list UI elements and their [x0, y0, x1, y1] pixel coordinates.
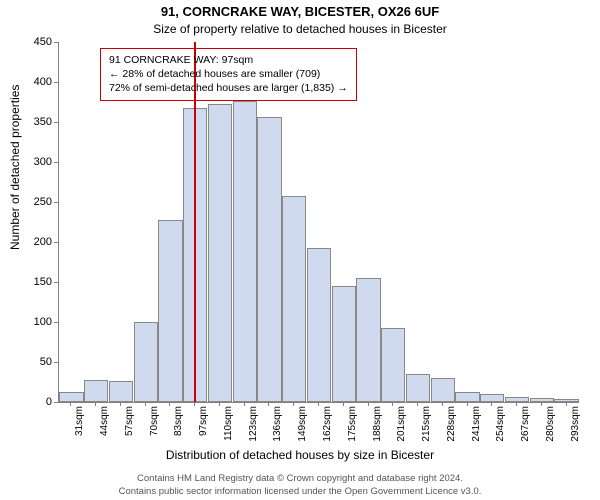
xtick-mark: [244, 402, 245, 406]
x-axis-label: Distribution of detached houses by size …: [0, 448, 600, 462]
ytick-label: 200: [22, 236, 52, 248]
histogram-bar: [530, 398, 554, 402]
xtick-mark: [318, 402, 319, 406]
xtick-label: 149sqm: [297, 406, 308, 442]
ytick-label: 100: [22, 316, 52, 328]
histogram-bar: [257, 117, 281, 402]
ytick-label: 300: [22, 156, 52, 168]
ytick-mark: [54, 202, 58, 203]
xtick-mark: [417, 402, 418, 406]
xtick-label: 175sqm: [347, 406, 358, 442]
chart-container: 91, CORNCRAKE WAY, BICESTER, OX26 6UF Si…: [0, 0, 600, 500]
y-axis-label: Number of detached properties: [8, 85, 22, 250]
histogram-bar: [455, 392, 479, 402]
histogram-bar: [554, 399, 578, 402]
annotation-box: 91 CORNCRAKE WAY: 97sqm← 28% of detached…: [100, 48, 357, 101]
xtick-mark: [343, 402, 344, 406]
xtick-mark: [219, 402, 220, 406]
xtick-mark: [268, 402, 269, 406]
ytick-mark: [54, 122, 58, 123]
xtick-label: 280sqm: [545, 406, 556, 442]
histogram-bar: [282, 196, 306, 402]
footer-line2: Contains public sector information licen…: [0, 486, 600, 498]
xtick-label: 31sqm: [74, 406, 85, 436]
annotation-line: 91 CORNCRAKE WAY: 97sqm: [109, 53, 348, 67]
xtick-mark: [392, 402, 393, 406]
histogram-bar: [109, 381, 133, 402]
xtick-mark: [95, 402, 96, 406]
ytick-mark: [54, 242, 58, 243]
title-sub: Size of property relative to detached ho…: [0, 22, 600, 36]
histogram-bar: [84, 380, 108, 402]
ytick-mark: [54, 162, 58, 163]
ytick-mark: [54, 362, 58, 363]
xtick-label: 57sqm: [124, 406, 135, 436]
histogram-bar: [158, 220, 182, 402]
ytick-mark: [54, 322, 58, 323]
xtick-label: 136sqm: [272, 406, 283, 442]
histogram-bar: [480, 394, 504, 402]
histogram-bar: [134, 322, 158, 402]
xtick-mark: [293, 402, 294, 406]
histogram-bar: [59, 392, 83, 402]
xtick-label: 293sqm: [570, 406, 581, 442]
xtick-mark: [70, 402, 71, 406]
xtick-label: 70sqm: [149, 406, 160, 436]
ytick-label: 50: [22, 356, 52, 368]
ytick-label: 150: [22, 276, 52, 288]
xtick-label: 228sqm: [446, 406, 457, 442]
footer: Contains HM Land Registry data © Crown c…: [0, 473, 600, 498]
xtick-mark: [368, 402, 369, 406]
xtick-mark: [442, 402, 443, 406]
histogram-bar: [406, 374, 430, 402]
xtick-label: 241sqm: [471, 406, 482, 442]
xtick-label: 97sqm: [198, 406, 209, 436]
ytick-mark: [54, 402, 58, 403]
xtick-mark: [566, 402, 567, 406]
plot-area: 05010015020025030035040045031sqm44sqm57s…: [58, 42, 578, 402]
xtick-mark: [194, 402, 195, 406]
histogram-bar: [381, 328, 405, 402]
histogram-bar: [233, 101, 257, 402]
xtick-mark: [145, 402, 146, 406]
xtick-mark: [169, 402, 170, 406]
xtick-label: 267sqm: [520, 406, 531, 442]
ytick-label: 400: [22, 76, 52, 88]
histogram-bar: [356, 278, 380, 402]
annotation-line: ← 28% of detached houses are smaller (70…: [109, 67, 348, 81]
annotation-line: 72% of semi-detached houses are larger (…: [109, 81, 348, 95]
xtick-label: 162sqm: [322, 406, 333, 442]
ytick-label: 450: [22, 36, 52, 48]
ytick-mark: [54, 282, 58, 283]
ytick-label: 0: [22, 396, 52, 408]
ytick-mark: [54, 42, 58, 43]
xtick-mark: [467, 402, 468, 406]
xtick-mark: [516, 402, 517, 406]
xtick-label: 215sqm: [421, 406, 432, 442]
xtick-mark: [120, 402, 121, 406]
xtick-label: 254sqm: [495, 406, 506, 442]
xtick-label: 188sqm: [372, 406, 383, 442]
xtick-label: 201sqm: [396, 406, 407, 442]
footer-line1: Contains HM Land Registry data © Crown c…: [0, 473, 600, 485]
xtick-mark: [541, 402, 542, 406]
histogram-bar: [208, 104, 232, 402]
xtick-label: 44sqm: [99, 406, 110, 436]
ytick-mark: [54, 82, 58, 83]
xtick-label: 83sqm: [173, 406, 184, 436]
histogram-bar: [307, 248, 331, 402]
ytick-label: 250: [22, 196, 52, 208]
histogram-bar: [332, 286, 356, 402]
xtick-label: 110sqm: [223, 406, 234, 441]
ytick-label: 350: [22, 116, 52, 128]
xtick-label: 123sqm: [248, 406, 259, 442]
histogram-bar: [431, 378, 455, 402]
xtick-mark: [491, 402, 492, 406]
title-main: 91, CORNCRAKE WAY, BICESTER, OX26 6UF: [0, 4, 600, 19]
